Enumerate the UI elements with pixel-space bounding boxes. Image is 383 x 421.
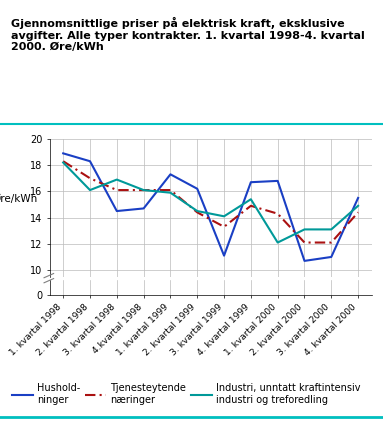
- Tjenesteytende
næringer: [61, 159, 65, 164]
- Tjenesteytende
næringer: [275, 77, 280, 83]
- Industri, unntatt kraftintensiv
industri og treforedling: [249, 197, 253, 202]
- Legend: Hushold-
ninger, Tjenesteytende
næringer, Industri, unntatt kraftintensiv
indust: Hushold- ninger, Tjenesteytende næringer…: [9, 380, 364, 408]
- Line: Industri, unntatt kraftintensiv
industri og treforedling: Industri, unntatt kraftintensiv industri…: [63, 163, 358, 242]
- Industri, unntatt kraftintensiv
industri og treforedling: [115, 38, 119, 43]
- Hushold-
ninger: [195, 49, 200, 54]
- Industri, unntatt kraftintensiv
industri og treforedling: [329, 227, 334, 232]
- Industri, unntatt kraftintensiv
industri og treforedling: [88, 51, 92, 56]
- Hushold-
ninger: [115, 75, 119, 80]
- Hushold-
ninger: [61, 8, 65, 13]
- Hushold-
ninger: [356, 59, 360, 64]
- Hushold-
ninger: [222, 125, 226, 131]
- Line: Industri, unntatt kraftintensiv
industri og treforedling: Industri, unntatt kraftintensiv industri…: [63, 21, 358, 113]
- Hushold-
ninger: [249, 41, 253, 46]
- Industri, unntatt kraftintensiv
industri og treforedling: [195, 208, 200, 213]
- Line: Hushold-
ninger: Hushold- ninger: [63, 11, 358, 134]
- Hushold-
ninger: [168, 172, 173, 177]
- Tjenesteytende
næringer: [249, 203, 253, 208]
- Industri, unntatt kraftintensiv
industri og treforedling: [168, 190, 173, 195]
- Industri, unntatt kraftintensiv
industri og treforedling: [61, 160, 65, 165]
- Tjenesteytende
næringer: [249, 68, 253, 73]
- Industri, unntatt kraftintensiv
industri og treforedling: [222, 214, 226, 219]
- Hushold-
ninger: [168, 32, 173, 37]
- Hushold-
ninger: [249, 180, 253, 185]
- Hushold-
ninger: [88, 17, 92, 22]
- Hushold-
ninger: [302, 131, 307, 136]
- Tjenesteytende
næringer: [222, 92, 226, 97]
- Hushold-
ninger: [61, 151, 65, 156]
- Tjenesteytende
næringer: [195, 210, 200, 215]
- Industri, unntatt kraftintensiv
industri og treforedling: [356, 203, 360, 208]
- Tjenesteytende
næringer: [88, 37, 92, 42]
- Line: Tjenesteytende
næringer: Tjenesteytende næringer: [63, 20, 358, 113]
- Hushold-
ninger: [115, 208, 119, 213]
- Tjenesteytende
næringer: [115, 187, 119, 192]
- Hushold-
ninger: [222, 253, 226, 258]
- Tjenesteytende
næringer: [302, 240, 307, 245]
- Tjenesteytende
næringer: [222, 224, 226, 229]
- Text: Gjennomsnittlige priser på elektrisk kraft, eksklusive
avgifter. Alle typer kont: Gjennomsnittlige priser på elektrisk kra…: [11, 17, 365, 52]
- Industri, unntatt kraftintensiv
industri og treforedling: [141, 187, 146, 192]
- Tjenesteytende
næringer: [168, 51, 173, 56]
- Tjenesteytende
næringer: [329, 110, 334, 115]
- Hushold-
ninger: [88, 159, 92, 164]
- Tjenesteytende
næringer: [61, 17, 65, 22]
- Industri, unntatt kraftintensiv
industri og treforedling: [222, 80, 226, 85]
- Industri, unntatt kraftintensiv
industri og treforedling: [302, 227, 307, 232]
- Tjenesteytende
næringer: [302, 110, 307, 115]
- Industri, unntatt kraftintensiv
industri og treforedling: [302, 96, 307, 101]
- Industri, unntatt kraftintensiv
industri og treforedling: [61, 19, 65, 24]
- Industri, unntatt kraftintensiv
industri og treforedling: [115, 177, 119, 182]
- Tjenesteytende
næringer: [329, 240, 334, 245]
- Tjenesteytende
næringer: [168, 187, 173, 192]
- Tjenesteytende
næringer: [356, 210, 360, 215]
- Industri, unntatt kraftintensiv
industri og treforedling: [249, 61, 253, 66]
- Tjenesteytende
næringer: [195, 76, 200, 81]
- Hushold-
ninger: [329, 254, 334, 259]
- Hushold-
ninger: [275, 179, 280, 184]
- Industri, unntatt kraftintensiv
industri og treforedling: [275, 110, 280, 115]
- Text: Øre/kWh: Øre/kWh: [0, 195, 38, 204]
- Line: Hushold-
ninger: Hushold- ninger: [63, 153, 358, 261]
- Industri, unntatt kraftintensiv
industri og treforedling: [356, 68, 360, 73]
- Hushold-
ninger: [329, 127, 334, 132]
- Hushold-
ninger: [195, 186, 200, 191]
- Hushold-
ninger: [141, 206, 146, 211]
- Hushold-
ninger: [141, 72, 146, 77]
- Tjenesteytende
næringer: [141, 187, 146, 192]
- Tjenesteytende
næringer: [356, 76, 360, 81]
- Tjenesteytende
næringer: [115, 51, 119, 56]
- Industri, unntatt kraftintensiv
industri og treforedling: [141, 51, 146, 56]
- Tjenesteytende
næringer: [88, 176, 92, 181]
- Industri, unntatt kraftintensiv
industri og treforedling: [329, 96, 334, 101]
- Line: Tjenesteytende
næringer: Tjenesteytende næringer: [63, 161, 358, 242]
- Industri, unntatt kraftintensiv
industri og treforedling: [88, 187, 92, 192]
- Industri, unntatt kraftintensiv
industri og treforedling: [168, 53, 173, 59]
- Hushold-
ninger: [302, 258, 307, 264]
- Tjenesteytende
næringer: [141, 51, 146, 56]
- Hushold-
ninger: [275, 40, 280, 45]
- Tjenesteytende
næringer: [275, 211, 280, 216]
- Industri, unntatt kraftintensiv
industri og treforedling: [275, 240, 280, 245]
- Industri, unntatt kraftintensiv
industri og treforedling: [195, 75, 200, 80]
- Hushold-
ninger: [356, 195, 360, 200]
